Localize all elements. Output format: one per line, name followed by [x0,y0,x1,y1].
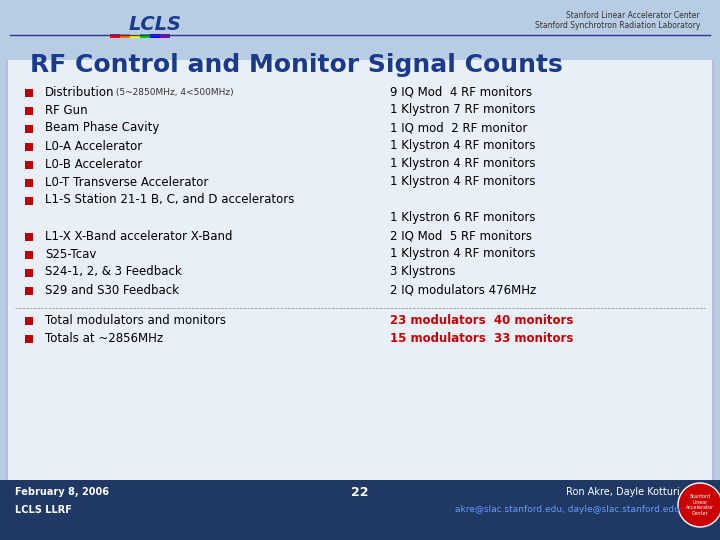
Text: 15 modulators  33 monitors: 15 modulators 33 monitors [390,332,573,345]
Text: S29 and S30 Feedback: S29 and S30 Feedback [45,284,179,296]
Bar [25,107,33,115]
Text: 1 Klystron 4 RF monitors: 1 Klystron 4 RF monitors [390,247,536,260]
Text: 1 Klystron 6 RF monitors: 1 Klystron 6 RF monitors [390,212,536,225]
Bar [140,34,150,38]
Bar [110,34,120,38]
Text: 9 IQ Mod  4 RF monitors: 9 IQ Mod 4 RF monitors [390,85,532,98]
Bar [25,143,33,151]
Text: RF Gun: RF Gun [45,104,88,117]
Bar [25,251,33,259]
Text: (5~2850MHz, 4<500MHz): (5~2850MHz, 4<500MHz) [113,87,233,97]
Text: L0-A Accelerator: L0-A Accelerator [45,139,143,152]
Bar [25,233,33,241]
Text: RF Control and Monitor Signal Counts: RF Control and Monitor Signal Counts [30,53,563,77]
Bar [150,34,160,38]
Circle shape [678,483,720,527]
Bar [25,317,33,325]
Bar [25,125,33,133]
Bar [120,34,130,38]
Text: Beam Phase Cavity: Beam Phase Cavity [45,122,159,134]
Text: Stanford Synchrotron Radiation Laboratory: Stanford Synchrotron Radiation Laborator… [535,21,700,30]
Text: 1 Klystron 4 RF monitors: 1 Klystron 4 RF monitors [390,139,536,152]
Text: Stanford Linear Accelerator Center: Stanford Linear Accelerator Center [567,10,700,19]
Text: 3 Klystrons: 3 Klystrons [390,266,456,279]
FancyBboxPatch shape [7,57,713,483]
Bar [0,0,720,60]
Text: 1 Klystron 7 RF monitors: 1 Klystron 7 RF monitors [390,104,536,117]
Text: Distribution: Distribution [45,85,114,98]
Bar [25,197,33,205]
Text: 23 modulators  40 monitors: 23 modulators 40 monitors [390,314,573,327]
Text: akre@slac.stanford.edu, dayle@slac.stanford.edu: akre@slac.stanford.edu, dayle@slac.stanf… [455,505,680,515]
Text: Ron Akre, Dayle Kotturi: Ron Akre, Dayle Kotturi [566,487,680,497]
Text: 1 IQ mod  2 RF monitor: 1 IQ mod 2 RF monitor [390,122,527,134]
Bar [25,89,33,97]
Text: L1-S Station 21-1 B, C, and D accelerators: L1-S Station 21-1 B, C, and D accelerato… [45,193,294,206]
Text: L0-B Accelerator: L0-B Accelerator [45,158,143,171]
Bar [160,34,170,38]
Bar [130,34,140,38]
Text: LCLS LLRF: LCLS LLRF [15,505,72,515]
Text: S24-1, 2, & 3 Feedback: S24-1, 2, & 3 Feedback [45,266,181,279]
Bar [25,287,33,295]
Text: L1-X X-Band accelerator X-Band: L1-X X-Band accelerator X-Band [45,230,233,242]
Text: 22: 22 [351,485,369,498]
Text: February 8, 2006: February 8, 2006 [15,487,109,497]
Text: 1 Klystron 4 RF monitors: 1 Klystron 4 RF monitors [390,176,536,188]
Text: LCLS: LCLS [128,16,181,35]
Text: Total modulators and monitors: Total modulators and monitors [45,314,226,327]
Text: 2 IQ modulators 476MHz: 2 IQ modulators 476MHz [390,284,536,296]
Bar [25,161,33,169]
Text: 2 IQ Mod  5 RF monitors: 2 IQ Mod 5 RF monitors [390,230,532,242]
Text: Totals at ~2856MHz: Totals at ~2856MHz [45,332,163,345]
Bar [25,335,33,343]
Bar [0,480,720,540]
Text: Stanford
Linear
Accelerator
Center: Stanford Linear Accelerator Center [686,494,714,516]
Bar [25,269,33,277]
Text: L0-T Transverse Accelerator: L0-T Transverse Accelerator [45,176,208,188]
Text: 1 Klystron 4 RF monitors: 1 Klystron 4 RF monitors [390,158,536,171]
Text: S25-Tcav: S25-Tcav [45,247,96,260]
Bar [25,179,33,187]
